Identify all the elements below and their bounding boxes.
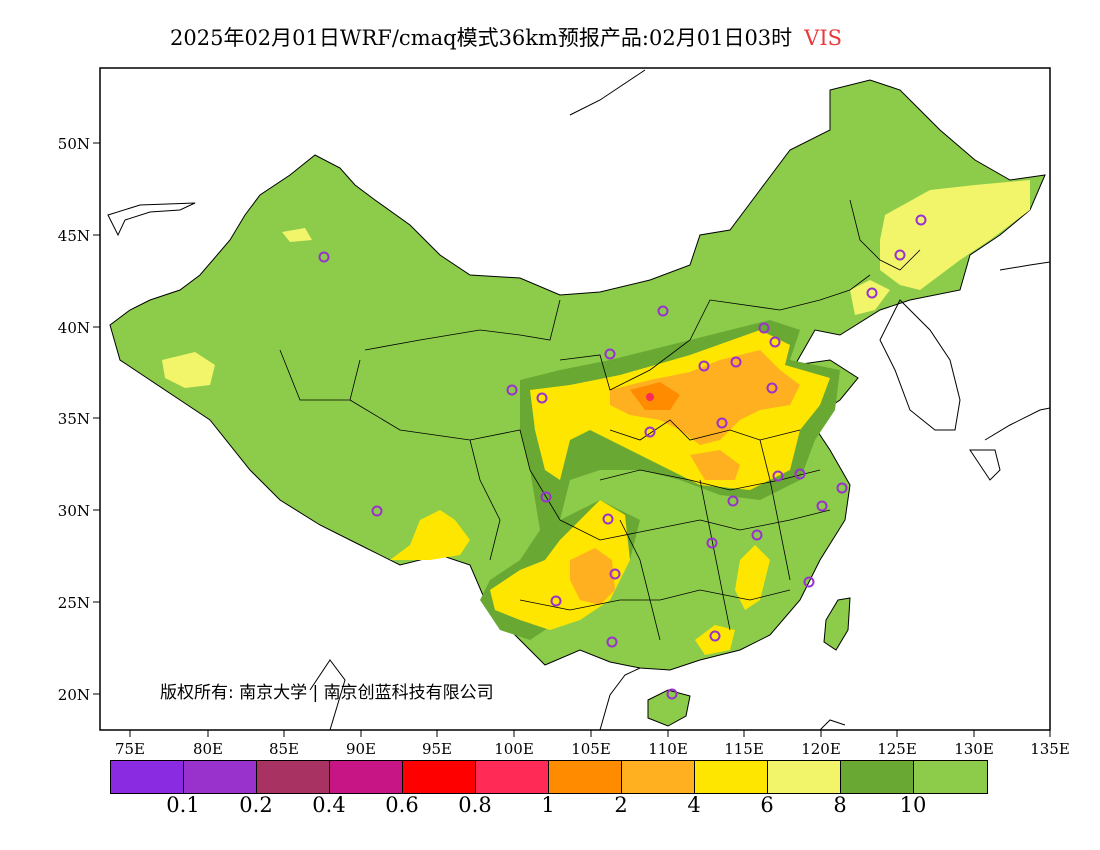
legend-swatch	[403, 761, 476, 793]
legend-swatch	[768, 761, 841, 793]
legend-swatch	[549, 761, 622, 793]
x-tick-label: 135E	[1030, 740, 1070, 758]
province-boundaries	[279, 199, 921, 641]
y-tick-label: 20N	[58, 686, 90, 704]
russia-coast	[569, 69, 1050, 271]
legend-label: 0.6	[385, 793, 419, 817]
x-tick-label: 95E	[422, 740, 452, 758]
legend-swatch	[476, 761, 549, 793]
vis-contour-light-yellow-ne	[880, 180, 1030, 290]
map-title: 2025年02月01日WRF/cmaq模式36km预报产品:02月01日03时 V…	[170, 22, 842, 52]
vis-contour-orange-north	[610, 350, 800, 445]
y-tick-label: 30N	[58, 502, 90, 520]
legend-label: 4	[687, 793, 701, 817]
x-tick-label: 125E	[877, 740, 917, 758]
legend-swatch	[257, 761, 330, 793]
vis-contour-orange-dark	[630, 382, 680, 410]
kazakh-lake	[107, 202, 196, 237]
vis-contour-yellow-tibet	[390, 510, 470, 560]
legend-swatch	[914, 761, 987, 793]
legend-colorbar	[110, 760, 988, 794]
y-tick-label: 45N	[58, 227, 90, 245]
x-tick-labels: 75E 80E 85E 90E 95E 100E 105E 110E 115E …	[115, 740, 1070, 758]
legend-label: 2	[614, 793, 628, 817]
indochina-coast	[309, 659, 846, 730]
title-variable: VIS	[804, 26, 843, 50]
y-tick-label: 25N	[58, 594, 90, 612]
vis-contour-orange-sichuan	[570, 548, 615, 605]
legend-label: 8	[833, 793, 847, 817]
y-tick-label: 35N	[58, 410, 90, 428]
vis-contour-orange-hn	[690, 450, 740, 480]
station-markers	[318, 214, 927, 700]
x-tick-label: 100E	[494, 740, 534, 758]
vis-contour-light-yellow-xj	[162, 352, 215, 388]
copyright-note: 版权所有: 南京大学 | 南京创蓝科技有限公司	[160, 683, 494, 703]
hainan-island	[647, 689, 691, 727]
x-tick-label: 85E	[269, 740, 299, 758]
vis-contour-light-yellow-xj2	[282, 228, 312, 242]
x-axis	[129, 730, 1051, 737]
legend-swatch	[111, 761, 184, 793]
x-tick-label: 115E	[724, 740, 764, 758]
y-tick-label: 40N	[58, 319, 90, 337]
vis-contour-red-spot	[646, 393, 654, 401]
legend-label: 0.1	[166, 793, 200, 817]
legend-swatch	[330, 761, 403, 793]
legend-swatch	[841, 761, 914, 793]
korea-japan-coast	[879, 299, 1050, 481]
legend-label: 0.2	[239, 793, 273, 817]
x-tick-label: 120E	[801, 740, 841, 758]
title-main: 2025年02月01日WRF/cmaq模式36km预报产品:02月01日03时	[170, 26, 793, 50]
legend-label: 0.4	[312, 793, 346, 817]
x-tick-label: 80E	[193, 740, 223, 758]
y-axis	[93, 142, 100, 695]
taiwan-island	[823, 597, 851, 651]
x-tick-label: 105E	[571, 740, 611, 758]
legend-label: 10	[899, 793, 927, 817]
y-tick-label: 50N	[58, 135, 90, 153]
x-tick-label: 75E	[115, 740, 145, 758]
legend-label: 6	[760, 793, 774, 817]
x-tick-label: 130E	[954, 740, 994, 758]
y-tick-labels: 50N 45N 40N 35N 30N 25N 20N	[58, 135, 90, 704]
legend-swatch	[695, 761, 768, 793]
legend-swatch	[622, 761, 695, 793]
legend-label: 0.8	[458, 793, 492, 817]
x-tick-label: 90E	[346, 740, 376, 758]
map-frame	[99, 67, 1051, 731]
legend-label: 1	[541, 793, 555, 817]
vis-contour-yellow-south	[735, 545, 770, 610]
x-tick-label: 110E	[648, 740, 688, 758]
legend-swatch	[184, 761, 257, 793]
